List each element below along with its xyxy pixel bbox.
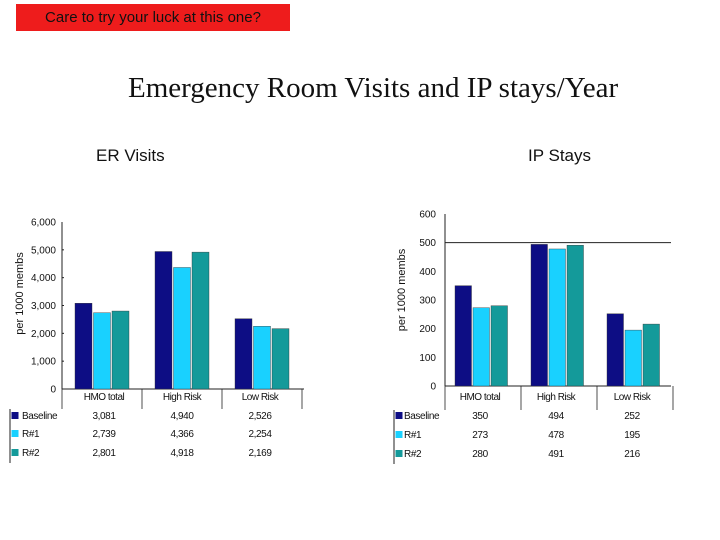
er-bar-r1-1 (173, 267, 191, 390)
ip-y-tick-label: 600 (419, 210, 436, 221)
er-bar-r1-0 (93, 312, 111, 390)
ip-bar-r2-1 (566, 245, 584, 387)
er-category-label: Low Risk (242, 392, 280, 403)
er-table-value: 2,169 (248, 448, 272, 459)
ip-table-value: 273 (472, 430, 488, 441)
ip-table-value: 350 (472, 411, 488, 422)
er-bar-r2-1 (191, 251, 210, 390)
ip-bar-r2-0 (490, 305, 508, 387)
ip-stays-subtitle: IP Stays (528, 146, 591, 165)
ip-y-tick-label: 300 (419, 296, 436, 307)
ip-y-tick-label: 0 (430, 382, 436, 393)
er-y-tick-label: 3,000 (31, 301, 56, 312)
er-bar-baseline-0 (74, 303, 93, 390)
er-legend-swatch-baseline (11, 412, 19, 419)
ip-bar-baseline-2 (606, 313, 624, 387)
er-table-value: 2,801 (92, 448, 116, 459)
slide-title: Emergency Room Visits and IP stays/Year (128, 72, 619, 104)
ip-bar-r1-0 (472, 307, 490, 387)
ip-table-value: 216 (624, 449, 640, 460)
ip-y-tick-label: 500 (419, 238, 436, 249)
ip-bar-r1-1 (548, 248, 566, 387)
ip-table-value: 252 (624, 411, 640, 422)
ip-legend-swatch-r1 (395, 431, 403, 438)
er-bar-r2-0 (111, 310, 130, 390)
er-y-tick-label: 1,000 (31, 357, 56, 368)
ip-y-tick-label: 100 (419, 353, 436, 364)
er-table-value: 4,366 (170, 429, 194, 440)
er-legend-label: Baseline (22, 411, 58, 422)
ip-bar-r1-2 (624, 329, 642, 387)
er-y-tick-label: 6,000 (31, 218, 56, 229)
ip-legend-swatch-r2 (395, 450, 403, 457)
er-visits-subtitle: ER Visits (96, 146, 165, 165)
ip-table-value: 195 (624, 430, 640, 441)
ip-table-value: 280 (472, 449, 488, 460)
ip-bar-r2-2 (642, 323, 660, 387)
ip-legend-swatch-baseline (395, 412, 403, 419)
er-y-tick-label: 4,000 (31, 273, 56, 284)
er-table-value: 2,254 (248, 429, 272, 440)
er-legend-label: R#2 (22, 448, 40, 459)
banner-note: Care to try your luck at this one? (16, 4, 290, 31)
er-bar-r1-2 (253, 326, 271, 390)
er-table-value: 2,526 (248, 411, 272, 422)
ip-category-label: Low Risk (614, 392, 652, 403)
ip-table-value: 491 (548, 449, 564, 460)
ip-y-tick-label: 400 (419, 267, 436, 278)
er-bar-baseline-1 (154, 251, 173, 390)
ip-legend-label: R#2 (404, 449, 422, 460)
er-table-value: 3,081 (92, 411, 116, 422)
ip-legend-label: R#1 (404, 430, 422, 441)
er-legend-swatch-r2 (11, 449, 19, 456)
er-y-tick-label: 0 (50, 385, 56, 396)
er-category-label: HMO total (84, 392, 125, 403)
ip-bar-baseline-0 (454, 285, 472, 387)
ip-bar-baseline-1 (530, 244, 548, 387)
er-y-tick-label: 2,000 (31, 329, 56, 340)
er-category-label: High Risk (163, 392, 203, 403)
er-y-axis-label: per 1000 membs (14, 252, 26, 335)
ip-category-label: High Risk (537, 392, 577, 403)
ip-legend-label: Baseline (404, 411, 440, 422)
er-table-value: 4,918 (170, 448, 194, 459)
er-table-value: 4,940 (170, 411, 194, 422)
er-y-tick-label: 5,000 (31, 245, 56, 256)
ip-y-axis-label: per 1000 membs (396, 248, 408, 331)
er-legend-label: R#1 (22, 429, 40, 440)
ip-table-value: 478 (548, 430, 564, 441)
ip-table-value: 494 (548, 411, 564, 422)
er-bar-baseline-2 (234, 318, 253, 390)
ip-category-label: HMO total (460, 392, 501, 403)
er-table-value: 2,739 (92, 429, 116, 440)
ip-y-tick-label: 200 (419, 324, 436, 335)
er-legend-swatch-r1 (11, 430, 19, 437)
er-bar-r2-2 (271, 328, 290, 390)
